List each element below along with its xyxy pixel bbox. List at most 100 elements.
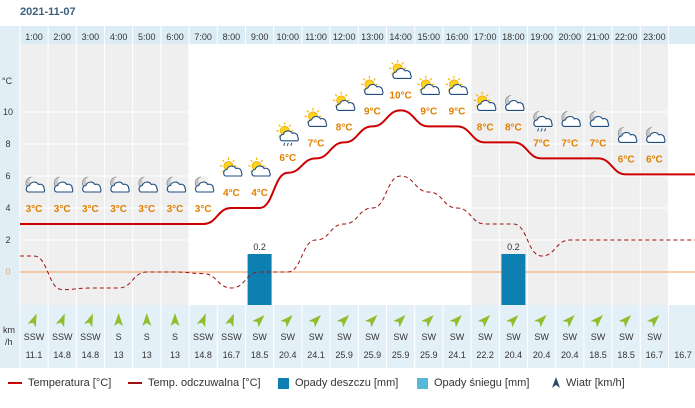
legend-temperature: Temperatura [°C] bbox=[8, 377, 111, 389]
temperature-label: 6°C bbox=[279, 153, 296, 164]
wind-arrow-icon bbox=[280, 315, 293, 328]
wind-arrow-icon bbox=[336, 315, 350, 328]
wind-speed-label: 25.9 bbox=[364, 350, 382, 360]
night-shade bbox=[160, 44, 190, 305]
legend-temperature-line bbox=[8, 382, 22, 385]
moon-cloud-icon bbox=[646, 126, 666, 143]
temperature-label: 4°C bbox=[223, 188, 240, 199]
wind-arrow-icon bbox=[618, 315, 632, 328]
wind-speed-label: 14.8 bbox=[82, 350, 100, 360]
wind-arrow-icon bbox=[393, 315, 406, 328]
wind-speed-label: 13 bbox=[142, 350, 152, 360]
wind-speed-label: 24.1 bbox=[448, 350, 466, 360]
wind-direction-label: SW bbox=[337, 332, 352, 342]
y-axis-unit: °C bbox=[2, 76, 13, 86]
y-tick-label: 8 bbox=[5, 139, 10, 149]
moon-cloud-icon bbox=[110, 176, 130, 193]
night-shade bbox=[527, 44, 556, 305]
wind-arrow-icon bbox=[646, 315, 660, 328]
wind-arrow-icon bbox=[224, 313, 235, 328]
temperature-label: 6°C bbox=[646, 154, 663, 165]
legend-snow-swatch bbox=[417, 377, 428, 389]
wind-speed-label: 24.1 bbox=[307, 350, 325, 360]
wind-arrow-icon bbox=[590, 315, 603, 328]
night-shade bbox=[104, 44, 133, 305]
hour-label: 19:00 bbox=[530, 32, 553, 42]
wind-arrow-icon bbox=[308, 315, 321, 328]
temperature-label: 7°C bbox=[308, 138, 325, 149]
hour-label: 6:00 bbox=[166, 32, 184, 42]
moon-cloud-icon bbox=[589, 110, 610, 127]
wind-arrow-icon bbox=[562, 315, 575, 328]
moon-cloud-icon bbox=[561, 110, 581, 127]
wind-speed-label: 16.7 bbox=[674, 350, 692, 360]
rain-bar bbox=[247, 254, 272, 305]
wind-arrow-icon bbox=[534, 315, 547, 328]
temperature-label: 3°C bbox=[195, 204, 212, 215]
night-shade bbox=[132, 44, 161, 305]
temperature-label: 7°C bbox=[590, 138, 607, 149]
moon-cloud-icon bbox=[25, 176, 46, 193]
wind-arrow-icon bbox=[170, 313, 180, 326]
hour-label: 2:00 bbox=[53, 32, 71, 42]
night-shade bbox=[19, 44, 49, 305]
wind-arrow-icon bbox=[55, 313, 65, 328]
wind-speed-label: 18.5 bbox=[589, 350, 607, 360]
temperature-label: 9°C bbox=[449, 106, 466, 117]
sun-cloud-icon bbox=[304, 107, 328, 127]
y-tick-label: 6 bbox=[5, 171, 10, 181]
hourly-chart-svg: 1:00 2:00 3:00 4:00 5:00 6:00 7:00 8:00 9:00 10:0… bbox=[0, 26, 695, 368]
temperature-label: 8°C bbox=[505, 122, 522, 133]
hour-label: 8:00 bbox=[223, 32, 241, 42]
wind-speed-label: 18.5 bbox=[251, 350, 269, 360]
sun-cloud-icon bbox=[248, 157, 271, 177]
wind-direction-label: S bbox=[144, 332, 150, 342]
wind-direction-label: SSW bbox=[80, 332, 101, 342]
wind-arrow-icon bbox=[477, 315, 491, 328]
wind-direction-label: SW bbox=[450, 332, 465, 342]
wind-direction-label: SW bbox=[563, 332, 578, 342]
temperature-label: 9°C bbox=[420, 106, 437, 117]
temperature-label: 3°C bbox=[26, 204, 43, 215]
night-shade bbox=[583, 44, 613, 305]
wind-direction-label: SW bbox=[506, 332, 521, 342]
temperature-label: 8°C bbox=[336, 122, 353, 133]
wind-direction-label: SW bbox=[281, 332, 296, 342]
sun-cloud-icon bbox=[332, 91, 356, 111]
hour-label: 1:00 bbox=[25, 32, 43, 42]
moon-cloud-icon bbox=[138, 176, 158, 193]
night-shade bbox=[48, 44, 77, 305]
hour-label: 12:00 bbox=[333, 32, 356, 42]
wind-speed-label: 18.5 bbox=[617, 350, 635, 360]
night-shade bbox=[76, 44, 105, 305]
wind-speed-label: 14.8 bbox=[53, 350, 71, 360]
temperature-label: 3°C bbox=[54, 204, 71, 215]
temperature-label: 10°C bbox=[389, 90, 411, 101]
temperature-label: 3°C bbox=[138, 204, 155, 215]
moon-cloud-icon bbox=[617, 126, 638, 143]
sun-cloud-icon bbox=[219, 157, 243, 177]
moon-cloud-icon bbox=[53, 176, 74, 193]
night-shade bbox=[555, 44, 584, 305]
hour-label: 5:00 bbox=[138, 32, 156, 42]
temperature-label: 7°C bbox=[561, 138, 578, 149]
temperature-label: 7°C bbox=[533, 138, 550, 149]
wind-arrow-icon bbox=[83, 313, 94, 328]
wind-direction-label: SW bbox=[393, 332, 408, 342]
sun-cloud-icon bbox=[473, 91, 497, 111]
wind-arrow-icon bbox=[27, 313, 37, 328]
wind-arrow-icon bbox=[142, 313, 152, 326]
wind-arrow-icon bbox=[449, 315, 462, 328]
hour-label: 23:00 bbox=[643, 32, 666, 42]
hour-label: 21:00 bbox=[587, 32, 610, 42]
temperature-label: 9°C bbox=[364, 106, 381, 117]
hour-label: 22:00 bbox=[615, 32, 638, 42]
wind-speed-label: 25.9 bbox=[420, 350, 438, 360]
temperature-label: 8°C bbox=[477, 122, 494, 133]
y-axis-strip bbox=[0, 26, 20, 368]
legend-rain: Opady deszczu [mm] bbox=[278, 377, 398, 389]
wind-arrow-icon bbox=[552, 377, 560, 389]
hour-label: 13:00 bbox=[361, 32, 384, 42]
rain-value-label: 0.2 bbox=[507, 242, 520, 252]
wind-arrow-icon bbox=[364, 315, 378, 328]
